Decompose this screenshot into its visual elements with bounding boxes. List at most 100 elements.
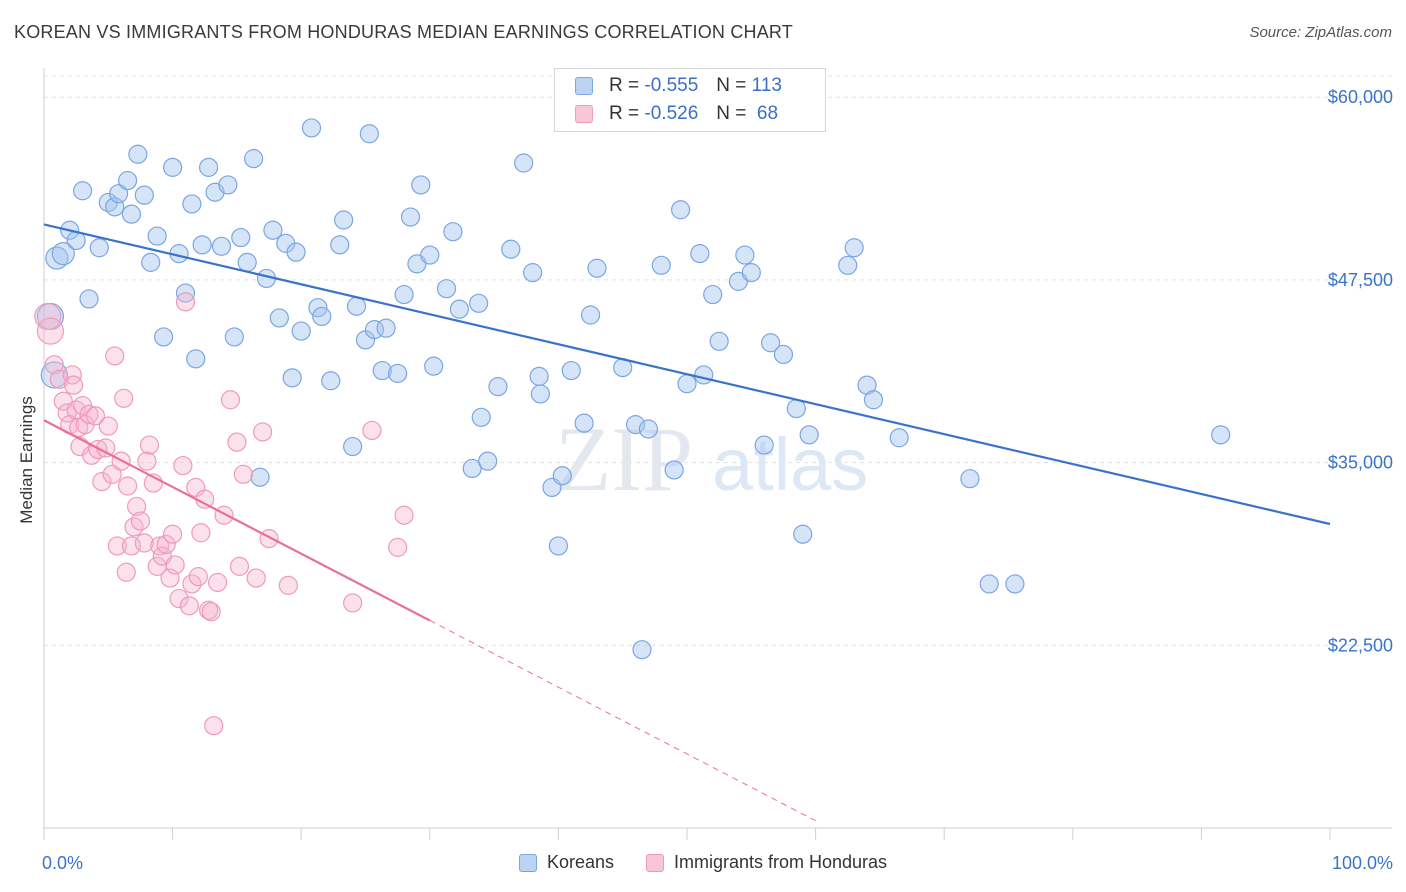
korean-point — [153, 327, 174, 347]
korean-point — [979, 574, 999, 594]
korean-point — [117, 170, 138, 191]
korean-point — [694, 365, 714, 385]
korean-point — [552, 466, 572, 486]
korean-point — [436, 279, 457, 299]
korean-point — [709, 331, 729, 351]
korean-point — [690, 244, 710, 264]
x-tick-labels: 0.0% 100.0% — [42, 853, 1393, 873]
korean-point — [501, 239, 521, 259]
korean-point — [651, 255, 671, 275]
honduras-point — [126, 496, 147, 517]
korean-point — [286, 242, 306, 262]
legend-item-honduras[interactable]: Immigrants from Honduras — [645, 852, 887, 873]
honduras-point — [63, 375, 84, 395]
honduras-points — [34, 292, 414, 736]
korean-point — [587, 258, 607, 278]
honduras-point — [163, 524, 183, 544]
korean-point — [1211, 425, 1231, 445]
korean-point — [754, 435, 774, 455]
honduras-point — [165, 555, 185, 575]
korean-point — [224, 327, 244, 347]
korean-point — [838, 255, 858, 275]
honduras-point — [85, 406, 106, 426]
korean-point — [735, 245, 755, 265]
honduras-point — [134, 533, 154, 553]
honduras-point — [92, 472, 112, 492]
honduras-point — [102, 464, 122, 484]
r-value-koreans: -0.555 — [644, 75, 699, 96]
honduras-point — [34, 302, 62, 331]
korean-point — [330, 235, 350, 255]
korean-point — [263, 220, 283, 240]
korean-point — [799, 425, 819, 445]
honduras-point — [204, 716, 224, 736]
honduras-point — [229, 556, 250, 576]
axes — [43, 68, 1392, 840]
n-label: N = — [716, 75, 747, 96]
honduras-point — [227, 432, 247, 452]
korean-point — [231, 227, 251, 248]
x-tick-label-min: 0.0% — [42, 853, 83, 873]
n-value-koreans: 113 — [751, 75, 782, 96]
korean-point — [334, 210, 354, 230]
korean-point — [269, 308, 289, 328]
r-value-honduras: -0.526 — [644, 103, 699, 124]
korean-point — [664, 460, 684, 480]
korean-point — [960, 469, 980, 489]
korean-point — [574, 413, 594, 433]
korean-point — [741, 263, 761, 283]
legend-item-koreans[interactable]: Koreans — [518, 852, 614, 873]
honduras-trend-line — [43, 419, 431, 622]
korean-point — [45, 246, 69, 270]
korean-point — [1005, 574, 1025, 594]
honduras-swatch — [575, 105, 593, 123]
korean-point — [312, 306, 332, 327]
watermark-zip: ZIP — [555, 408, 693, 510]
korean-point — [424, 356, 444, 376]
korean-point — [488, 377, 508, 397]
honduras-point — [214, 505, 234, 525]
korean-point — [760, 333, 781, 353]
honduras-point — [156, 534, 176, 555]
chart-title: KOREAN VS IMMIGRANTS FROM HONDURAS MEDIA… — [14, 22, 794, 42]
honduras-point — [49, 369, 70, 389]
honduras-point — [130, 511, 151, 531]
stats-legend: R = -0.555 N = 113 R = -0.526 N = 68 — [554, 68, 826, 132]
korean-point — [388, 363, 408, 384]
korean-point — [773, 344, 794, 365]
koreans-legend-swatch — [518, 853, 537, 872]
honduras-point — [201, 602, 221, 622]
korean-point — [580, 305, 601, 325]
korean-point — [89, 238, 109, 258]
korean-point — [529, 366, 549, 386]
korean-point — [548, 536, 569, 556]
korean-point — [471, 407, 491, 427]
honduras-point — [179, 596, 199, 616]
korean-point — [530, 384, 550, 404]
honduras-point — [208, 572, 228, 593]
korean-point — [72, 181, 93, 201]
korean-point — [677, 374, 697, 394]
korean-point — [237, 252, 257, 272]
honduras-point — [253, 422, 273, 442]
korean-point — [443, 222, 463, 242]
honduras-point — [107, 536, 127, 556]
korean-point — [141, 252, 161, 272]
korean-trend-line — [43, 223, 1331, 526]
honduras-point — [116, 562, 136, 582]
honduras-legend-swatch — [645, 853, 664, 872]
honduras-point — [79, 404, 99, 424]
korean-point — [199, 157, 219, 177]
honduras-point — [137, 451, 157, 471]
honduras-point — [114, 388, 134, 408]
korean-point — [321, 371, 341, 391]
korean-point — [301, 118, 322, 138]
korean-point — [291, 321, 311, 341]
watermark: ZIP atlas — [555, 408, 868, 510]
r-label: R = — [609, 75, 640, 96]
honduras-trend-extension — [429, 620, 816, 822]
honduras-point — [220, 390, 241, 410]
korean-point — [108, 184, 129, 204]
korean-point — [128, 144, 148, 164]
